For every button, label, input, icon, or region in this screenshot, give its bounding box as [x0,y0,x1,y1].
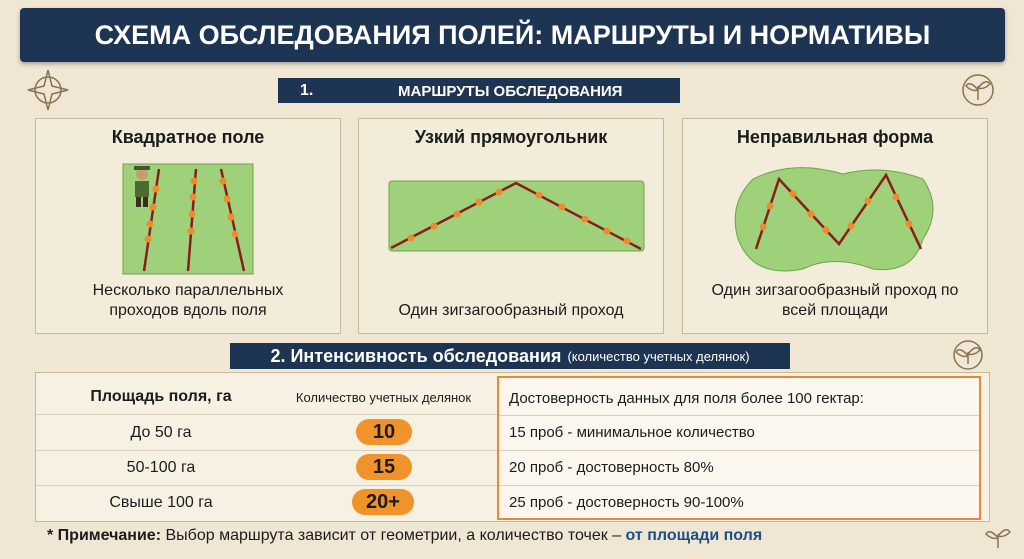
route-panel: Неправильная форма Один зигзагообразный … [682,118,988,334]
plot-count-badge: 20+ [352,489,414,515]
column-header: Площадь поля, га [90,388,232,405]
plant-icon [985,529,1011,548]
plot-count-badge: 10 [356,419,412,445]
note-text: Выбор маршрута зависит от геометрии, а к… [165,527,622,544]
section-header: 1. МАРШРУТЫ ОБСЛЕДОВАНИЯ [278,78,680,103]
panel-caption: Один зигзагообразный проход по всей площ… [711,282,959,319]
footnote: * Примечание: Выбор маршрута зависит от … [47,527,762,545]
row-divider [36,485,497,486]
reliability-row: 20 проб - достоверность 80% [509,459,714,476]
section-title: 2. Интенсивность обследования [270,345,562,366]
section-number: 1. [300,82,314,99]
row-divider [499,485,979,486]
plot-count-badge: 15 [356,454,412,480]
reliability-box: Достоверность данных для поля более 100 … [497,376,981,520]
note-label: * Примечание: [47,527,162,544]
route-panel: Квадратное поле Несколько параллельных п… [35,118,341,334]
section-header: 2. Интенсивность обследования (количеств… [230,343,790,369]
section-title: МАРШРУТЫ ОБСЛЕДОВАНИЯ [398,83,623,100]
section-subtitle: (количество учетных делянок) [567,348,750,364]
square-field [122,163,254,275]
route-panel: Узкий прямоугольник Один зигзагообразный… [358,118,664,334]
panel-title: Узкий прямоугольник [414,127,608,147]
area-cell: 50-100 га [126,459,196,476]
panel-title: Неправильная форма [736,127,934,147]
panel-title: Квадратное поле [111,127,265,147]
row-divider [499,415,979,416]
panel-caption: Несколько параллельных проходов вдоль по… [92,282,284,319]
compass-icon [27,69,69,111]
note-highlight: от площади поля [625,527,763,544]
farmer-icon [134,166,150,207]
plant-icon [953,340,983,370]
reliability-row: 15 проб - минимальное количество [509,424,755,441]
title-banner: СХЕМА ОБСЛЕДОВАНИЯ ПОЛЕЙ: МАРШРУТЫ И НОР… [20,8,1005,62]
plant-icon [962,74,994,106]
reliability-title: Достоверность данных для поля более 100 … [509,390,864,407]
panel-caption: Один зигзагообразный проход [398,302,624,319]
row-divider [499,450,979,451]
row-divider [36,450,497,451]
column-header: Количество учетных делянок [295,390,472,405]
row-divider [36,414,497,415]
rectangle-field [388,180,645,252]
reliability-row: 25 проб - достоверность 90-100% [509,494,744,511]
area-cell: Свыше 100 га [109,494,213,511]
area-cell: До 50 га [130,424,192,441]
irregular-field [734,167,934,272]
title: СХЕМА ОБСЛЕДОВАНИЯ ПОЛЕЙ: МАРШРУТЫ И НОР… [94,19,931,50]
